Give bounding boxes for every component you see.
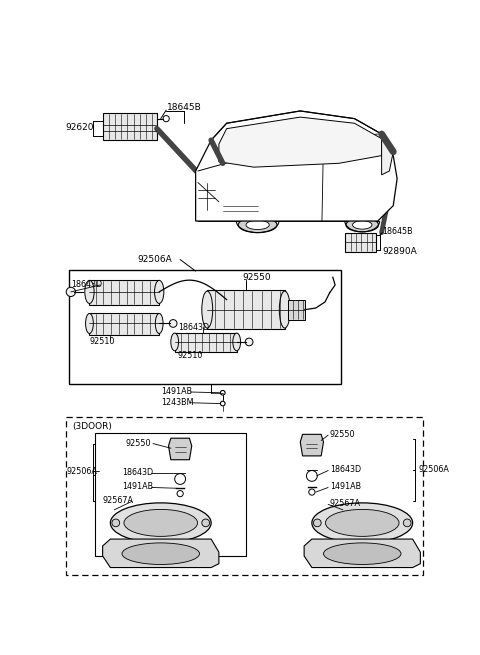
Text: 92510: 92510 [89, 337, 115, 346]
Text: 18643D: 18643D [330, 465, 361, 474]
Bar [219, 202, 262, 215]
Ellipse shape [156, 314, 163, 333]
Ellipse shape [353, 221, 372, 229]
Text: (3DOOR): (3DOOR) [72, 422, 112, 431]
Bar [198, 183, 215, 210]
Text: 1491AB: 1491AB [161, 388, 192, 396]
Circle shape [313, 519, 321, 527]
Text: 1243BM: 1243BM [161, 398, 193, 407]
Ellipse shape [238, 217, 277, 233]
Bar [198, 210, 378, 221]
Circle shape [112, 519, 120, 527]
Text: 18643D: 18643D [178, 323, 209, 332]
Circle shape [169, 320, 177, 328]
Bar [95, 433, 246, 556]
Bar [103, 113, 157, 140]
Circle shape [177, 491, 183, 496]
Text: 92620: 92620 [65, 123, 94, 132]
Text: 92506A: 92506A [137, 255, 172, 264]
Text: 92550: 92550 [330, 430, 355, 439]
Circle shape [66, 288, 75, 297]
Ellipse shape [346, 218, 379, 232]
Ellipse shape [85, 314, 93, 333]
Text: 1491AB: 1491AB [330, 482, 361, 491]
Text: 92506A: 92506A [418, 465, 449, 474]
Ellipse shape [124, 510, 198, 536]
Circle shape [220, 402, 225, 406]
Text: 18643D: 18643D [72, 280, 103, 290]
Polygon shape [304, 539, 420, 567]
Ellipse shape [171, 333, 179, 351]
Polygon shape [300, 434, 324, 456]
Text: 1491AB: 1491AB [122, 482, 153, 491]
Text: 92550: 92550 [126, 439, 151, 448]
Ellipse shape [202, 291, 213, 328]
Text: 18643D: 18643D [122, 468, 153, 477]
Ellipse shape [279, 291, 290, 328]
Text: 92890A: 92890A [383, 248, 417, 256]
Bar [288, 299, 305, 320]
Bar [89, 314, 159, 335]
Text: 92550: 92550 [242, 272, 271, 282]
Ellipse shape [155, 280, 164, 303]
Text: 18645B: 18645B [383, 227, 413, 236]
Text: 18645B: 18645B [167, 103, 202, 113]
Polygon shape [219, 117, 382, 167]
Ellipse shape [246, 220, 269, 229]
Circle shape [306, 470, 317, 481]
Bar [66, 417, 423, 575]
Circle shape [403, 519, 411, 527]
Polygon shape [168, 438, 192, 460]
Text: 92567A: 92567A [330, 499, 360, 508]
Bar [89, 280, 159, 305]
Circle shape [163, 115, 169, 122]
Ellipse shape [110, 503, 211, 543]
Text: 92567A: 92567A [103, 496, 133, 505]
Circle shape [220, 390, 225, 395]
Ellipse shape [85, 280, 94, 303]
Text: 92506A: 92506A [66, 467, 97, 476]
Ellipse shape [122, 543, 200, 565]
Circle shape [245, 338, 253, 346]
Bar [207, 290, 285, 329]
Polygon shape [103, 539, 219, 567]
Bar [69, 270, 340, 384]
Text: 92510: 92510 [178, 351, 203, 360]
Polygon shape [196, 111, 397, 221]
Circle shape [202, 519, 210, 527]
Bar [345, 233, 376, 252]
Bar [175, 333, 237, 352]
Circle shape [309, 489, 315, 495]
Polygon shape [382, 139, 393, 175]
Ellipse shape [312, 503, 413, 543]
Ellipse shape [233, 333, 240, 351]
Circle shape [175, 474, 186, 485]
Ellipse shape [324, 543, 401, 565]
Ellipse shape [325, 510, 399, 536]
